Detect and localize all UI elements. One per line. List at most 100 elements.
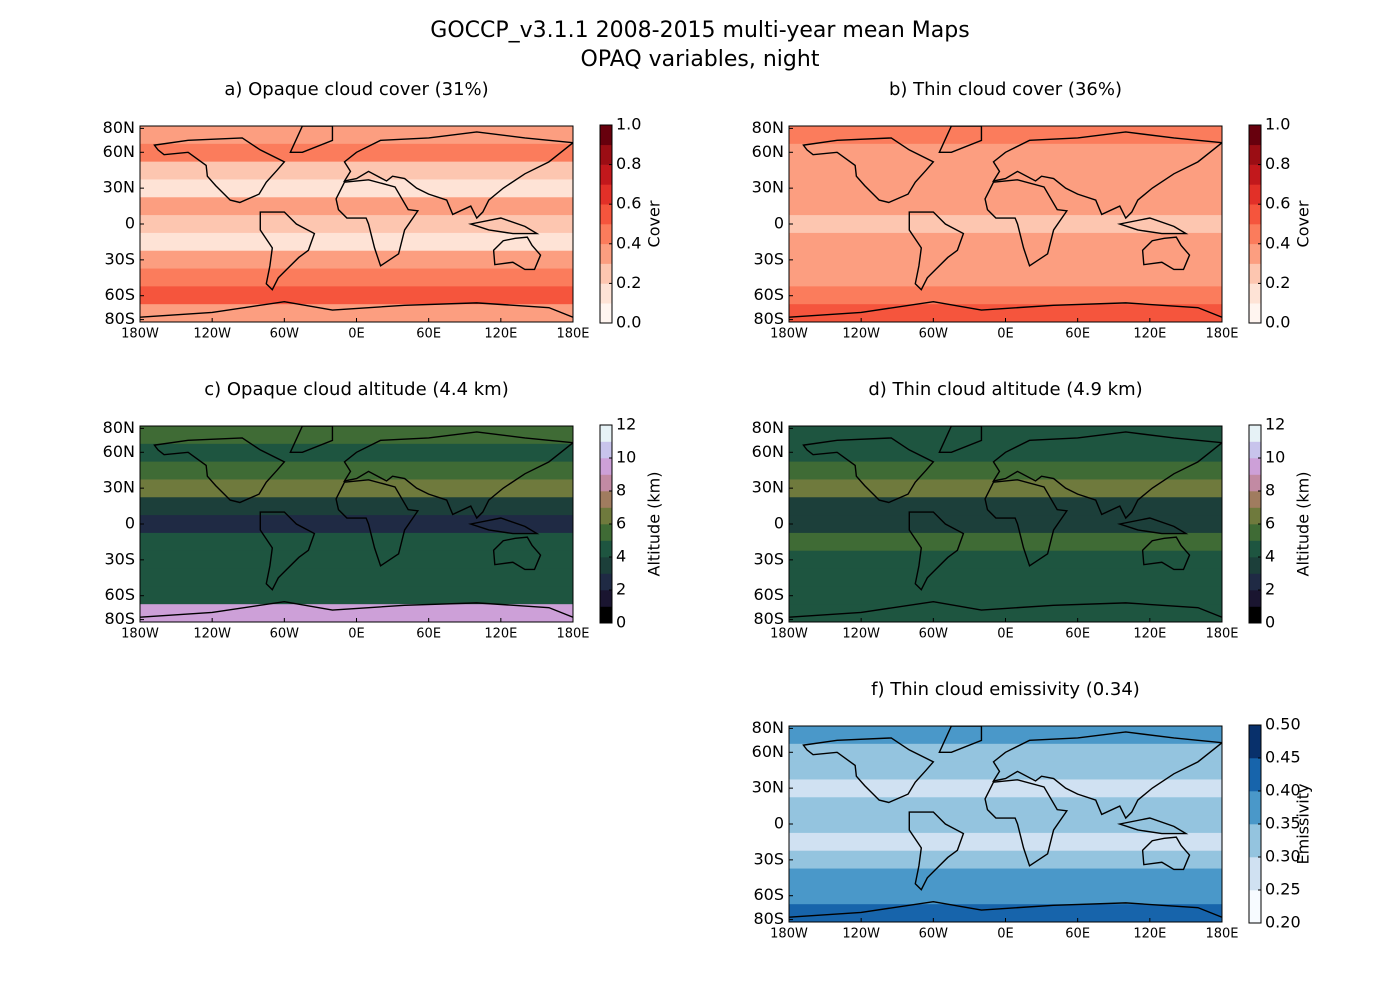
y-tick-label: 60N [752,442,784,461]
field-band [789,232,1222,252]
y-tick-label: 0 [125,514,135,533]
colorbar-tick-label: 1.0 [616,115,641,134]
y-tick-label: 30N [752,478,784,497]
colorbar-label: Altitude (km) [1294,472,1313,577]
y-tick-label: 30S [753,549,784,568]
colorbar-tick-label: 4 [616,547,626,566]
y-tick-label: 80N [752,718,784,737]
colorbar-tick-label: 0.50 [1265,715,1301,734]
colorbar-level [1249,184,1261,205]
colorbar-level [1249,224,1261,245]
colorbar-tick-label: 0.4 [616,233,641,252]
field-band [789,126,1222,145]
field-band [789,497,1222,516]
colorbar-level [1249,474,1261,492]
colorbar-level [600,474,612,492]
field-band [789,426,1222,445]
y-tick-label: 80N [752,418,784,437]
field-band [789,532,1222,552]
y-tick-label: 60S [104,285,135,304]
panel-title: b) Thin cloud cover (36%) [889,79,1122,100]
field-band [789,904,1222,923]
colorbar-level [600,507,612,525]
x-tick-label: 120E [484,627,517,642]
y-tick-label: 60S [753,885,784,904]
colorbar-tick-label: 6 [616,514,626,533]
y-tick-label: 80N [752,118,784,137]
field-band [789,604,1222,623]
panel-title: a) Opaque cloud cover (31%) [224,79,488,100]
field-band [789,868,1222,887]
colorbar-level [600,184,612,205]
colorbar-level [1249,524,1261,541]
y-tick-label: 30S [104,549,135,568]
x-tick-label: 60W [919,327,949,342]
colorbar-level [600,425,612,442]
x-tick-label: 60W [919,927,949,942]
field-band [140,286,573,305]
panel-title: d) Thin cloud altitude (4.9 km) [868,379,1142,400]
colorbar-level [600,263,612,284]
colorbar-level [1249,791,1261,825]
colorbar-level [600,164,612,185]
colorbar-level [1249,283,1261,304]
field-band [789,550,1222,570]
field-band [789,815,1222,834]
y-tick-label: 30S [753,849,784,868]
colorbar-tick-label: 10 [1265,448,1285,467]
colorbar-tick-label: 0.30 [1265,847,1301,866]
colorbar-tick-label: 2 [616,580,626,599]
y-tick-label: 80S [753,309,784,328]
y-tick-label: 60N [752,742,784,761]
colorbar-level [600,204,612,225]
x-tick-label: 180E [1205,627,1238,642]
y-tick-label: 60N [752,142,784,161]
x-tick-label: 180W [770,927,808,942]
field-band [789,568,1222,587]
field-band [140,126,573,145]
colorbar-tick-label: 0 [1265,613,1275,632]
field-band [789,761,1222,780]
map-panel: a) Opaque cloud cover (31%) 80N 60N 30N 0 30S… [103,79,664,342]
y-tick-label: 80N [103,118,135,137]
y-tick-label: 80S [753,609,784,628]
colorbar-level [600,557,612,574]
field-band [789,779,1222,798]
y-tick-label: 0 [774,214,784,233]
field-band [140,215,573,234]
colorbar-label: Cover [1294,200,1313,247]
colorbar-level [1249,606,1261,624]
field-band [140,232,573,252]
colorbar-level [600,283,612,304]
y-tick-label: 0 [774,814,784,833]
y-tick-label: 60S [104,585,135,604]
colorbar-tick-label: 0.35 [1265,814,1301,833]
x-tick-label: 60W [270,327,300,342]
field-band [140,268,573,287]
colorbar-tick-label: 0.20 [1265,913,1301,932]
panel-title: c) Opaque cloud altitude (4.4 km) [204,379,509,400]
colorbar-tick-label: 6 [1265,514,1275,533]
field-band [140,250,573,270]
y-tick-label: 0 [125,214,135,233]
x-tick-label: 0E [997,627,1014,642]
field-band [140,179,573,198]
colorbar-tick-label: 0.40 [1265,781,1301,800]
colorbar-tick-label: 8 [616,481,626,500]
colorbar-tick-label: 12 [616,415,636,434]
colorbar-level [1249,725,1261,759]
x-tick-label: 60E [1065,627,1090,642]
colorbar-tick-label: 0.4 [1265,233,1290,252]
colorbar-level [600,590,612,607]
field-band [789,832,1222,852]
colorbar-level [1249,557,1261,574]
colorbar-level [600,243,612,264]
field-band [140,304,573,323]
colorbar-level [600,224,612,245]
colorbar-tick-label: 8 [1265,481,1275,500]
colorbar-tick-label: 0.6 [616,194,641,213]
colorbar-level [600,491,612,508]
field-band [789,461,1222,480]
y-tick-label: 60S [753,285,784,304]
